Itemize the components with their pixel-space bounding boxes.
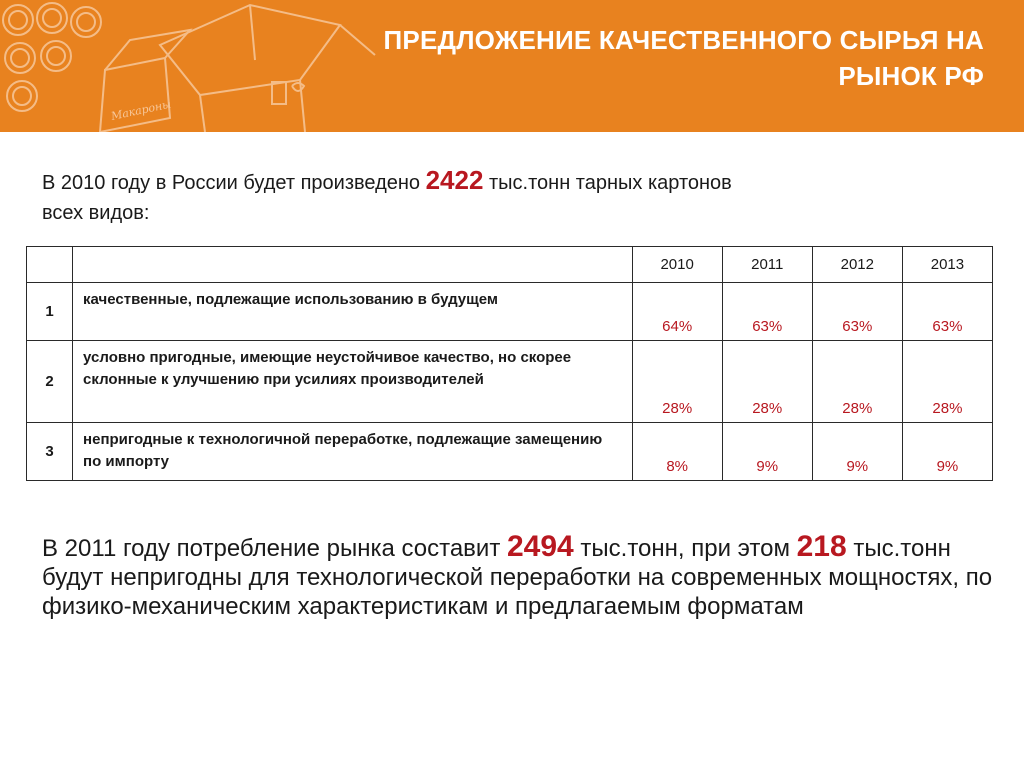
header-banner: Макароны ПРЕДЛОЖЕНИЕ КАЧЕСТВЕННОГО СЫРЬЯ… [0,0,1024,132]
row-value: 28% [811,340,903,423]
page-title-line-1: ПРЕДЛОЖЕНИЕ КАЧЕСТВЕННОГО СЫРЬЯ НА [383,25,984,55]
row-value: 9% [901,422,994,481]
row-description: условно пригодные, имеющие неустойчивое … [72,340,633,423]
table-header-row: 2010 2011 2012 2013 [25,246,994,283]
quality-table: 2010 2011 2012 2013 1 качественные, подл… [25,246,994,481]
header-cell-empty-num [25,246,74,283]
table-row: 1 качественные, подлежащие использованию… [25,282,994,341]
row-value: 8% [631,422,723,481]
table-row: 2 условно пригодные, имеющие неустойчиво… [25,340,994,423]
summary-text: В 2011 году потребление рынка составит 2… [42,532,1002,621]
header-year: 2010 [631,246,723,283]
summary-part-2: тыс.тонн, при этом [573,535,797,562]
summary-highlight-unfit: 218 [796,530,847,563]
row-value: 63% [721,282,813,341]
row-description: непригодные к технологичной переработке,… [72,422,633,481]
header-cell-empty-desc [72,246,633,283]
intro-text-line-2: всех видов: [42,202,150,224]
cardboard-boxes-illustration: Макароны [2,2,376,132]
row-number: 2 [25,340,74,423]
page-title-line-2: РЫНОК РФ [838,61,984,91]
row-value: 63% [811,282,903,341]
row-number: 3 [25,422,74,481]
page-title: ПРЕДЛОЖЕНИЕ КАЧЕСТВЕННОГО СЫРЬЯ НА РЫНОК… [344,22,984,94]
row-value: 9% [811,422,903,481]
row-value: 28% [631,340,723,423]
row-value: 28% [721,340,813,423]
summary-highlight-consumption: 2494 [507,530,574,563]
header-year: 2013 [901,246,994,283]
row-value: 64% [631,282,723,341]
intro-text-before: В 2010 году в России будет произведено [42,172,426,194]
summary-part-3: тыс.тонн будут непригодны для технологич… [42,535,993,620]
header-year: 2012 [811,246,903,283]
table-row: 3 непригодные к технологичной переработк… [25,422,994,481]
intro-text: В 2010 году в России будет произведено 2… [42,165,942,228]
intro-text-after: тыс.тонн тарных картонов [483,172,732,194]
row-value: 9% [721,422,813,481]
intro-highlight-value: 2422 [425,165,484,195]
row-number: 1 [25,282,74,341]
row-description: качественные, подлежащие использованию в… [72,282,633,341]
row-value: 28% [901,340,994,423]
header-year: 2011 [721,246,813,283]
summary-part-1: В 2011 году потребление рынка составит [42,535,507,562]
row-value: 63% [901,282,994,341]
